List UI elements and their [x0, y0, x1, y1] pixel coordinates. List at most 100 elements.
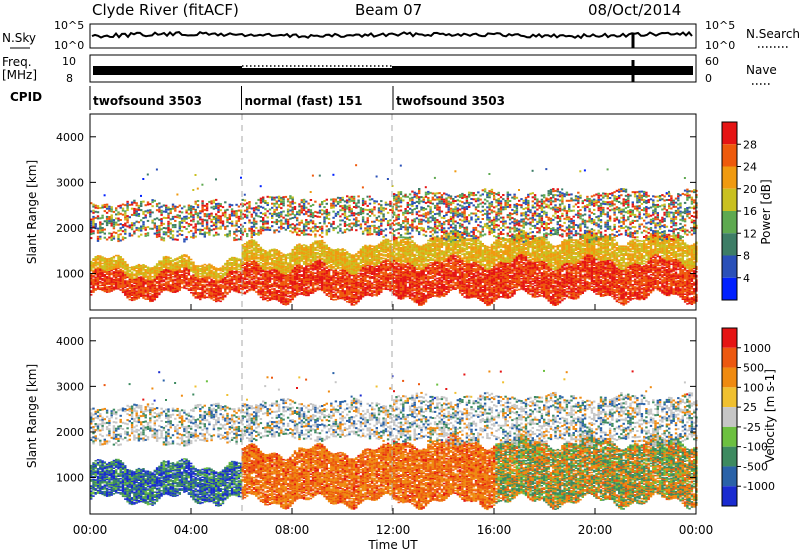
echo-cell [126, 200, 129, 203]
echo-cell [201, 285, 204, 287]
echo-cell [90, 276, 93, 278]
echo-cell [90, 222, 93, 225]
echo-cell [286, 267, 290, 269]
echo-cell [264, 290, 267, 293]
echo-cell [203, 270, 206, 272]
echo-cell [325, 284, 328, 286]
echo-cell [368, 229, 372, 232]
echo-cell [162, 210, 166, 213]
echo-cell [153, 283, 156, 286]
echo-cell [94, 216, 97, 219]
echo-cell [130, 294, 134, 296]
echo-cell [309, 250, 313, 252]
echo-cell [298, 205, 301, 208]
echo-cell [271, 221, 274, 224]
echo-cell [178, 210, 181, 213]
echo-cell [217, 221, 220, 224]
echo-cell [158, 210, 161, 213]
echo-cell [300, 221, 303, 224]
echo-cell [311, 253, 315, 256]
echo-cell [205, 278, 209, 281]
echo-cell [243, 277, 247, 279]
echo-cell [171, 224, 175, 227]
echo-cell [375, 287, 378, 289]
echo-cell [149, 296, 152, 299]
echo-cell [275, 263, 278, 265]
echo-cell [252, 262, 256, 265]
echo-cell [142, 266, 145, 269]
echo-cell [183, 278, 186, 280]
echo-cell [133, 292, 136, 295]
echo-cell [343, 273, 347, 276]
echo-cell [318, 275, 322, 278]
echo-cell [135, 286, 138, 289]
echo-cell [346, 270, 349, 272]
echo-cell [135, 228, 138, 231]
echo-cell [103, 220, 106, 223]
echo-cell [112, 268, 116, 271]
echo-cell [343, 267, 347, 269]
echo-cell [275, 298, 278, 301]
echo-cell [210, 225, 213, 227]
echo-cell [298, 270, 301, 272]
echo-cell [289, 277, 292, 279]
echo-cell [350, 301, 353, 304]
echo-cell [325, 281, 328, 284]
echo-cell [364, 280, 367, 282]
echo-cell [262, 206, 265, 209]
echo-cell [268, 254, 272, 257]
echo-cell [275, 254, 278, 256]
echo-cell [185, 281, 188, 283]
echo-cell [192, 265, 195, 267]
echo-cell [284, 269, 288, 271]
echo-cell [180, 276, 184, 278]
echo-cell [275, 196, 278, 199]
echo-cell [144, 280, 147, 283]
echo-cell [364, 256, 367, 258]
echo-cell [298, 230, 301, 232]
echo-cell [307, 253, 310, 256]
echo-cell [314, 200, 317, 203]
echo-cell [366, 252, 369, 254]
echo-cell [208, 285, 211, 287]
echo-cell [350, 264, 353, 267]
echo-cell [268, 271, 272, 273]
echo-cell [233, 274, 236, 277]
echo-cell [268, 269, 272, 272]
echo-cell [217, 280, 220, 283]
echo-cell [332, 299, 335, 301]
echo-cell [190, 288, 193, 290]
echo-cell [151, 300, 154, 302]
echo-cell [280, 299, 283, 301]
echo-cell [192, 288, 195, 290]
echo-cell [137, 270, 141, 272]
echo-cell [126, 282, 129, 285]
echo-cell [160, 279, 163, 282]
echo-cell [277, 260, 281, 263]
echo-cell [250, 232, 253, 235]
echo-cell [316, 267, 319, 269]
echo-cell [124, 228, 127, 231]
echo-cell [133, 273, 136, 276]
echo-cell [99, 237, 102, 240]
echo-cell [355, 272, 358, 274]
echo-cell [300, 232, 303, 234]
echo-cell [252, 281, 256, 284]
echo-cell [119, 256, 122, 258]
echo-cell [375, 255, 378, 257]
echo-cell [180, 279, 184, 281]
echo-cell [174, 290, 177, 292]
echo-cell [99, 278, 102, 280]
echo-cell [268, 285, 272, 287]
echo-cell [135, 271, 138, 273]
echo-cell [266, 228, 269, 231]
echo-cell [341, 286, 344, 288]
echo-cell [341, 285, 344, 287]
echo-cell [217, 211, 220, 213]
echo-cell [291, 275, 294, 278]
echo-cell [277, 254, 281, 256]
echo-cell [160, 218, 163, 220]
echo-cell [350, 210, 353, 213]
echo-cell [277, 250, 281, 252]
echo-cell [92, 287, 95, 290]
